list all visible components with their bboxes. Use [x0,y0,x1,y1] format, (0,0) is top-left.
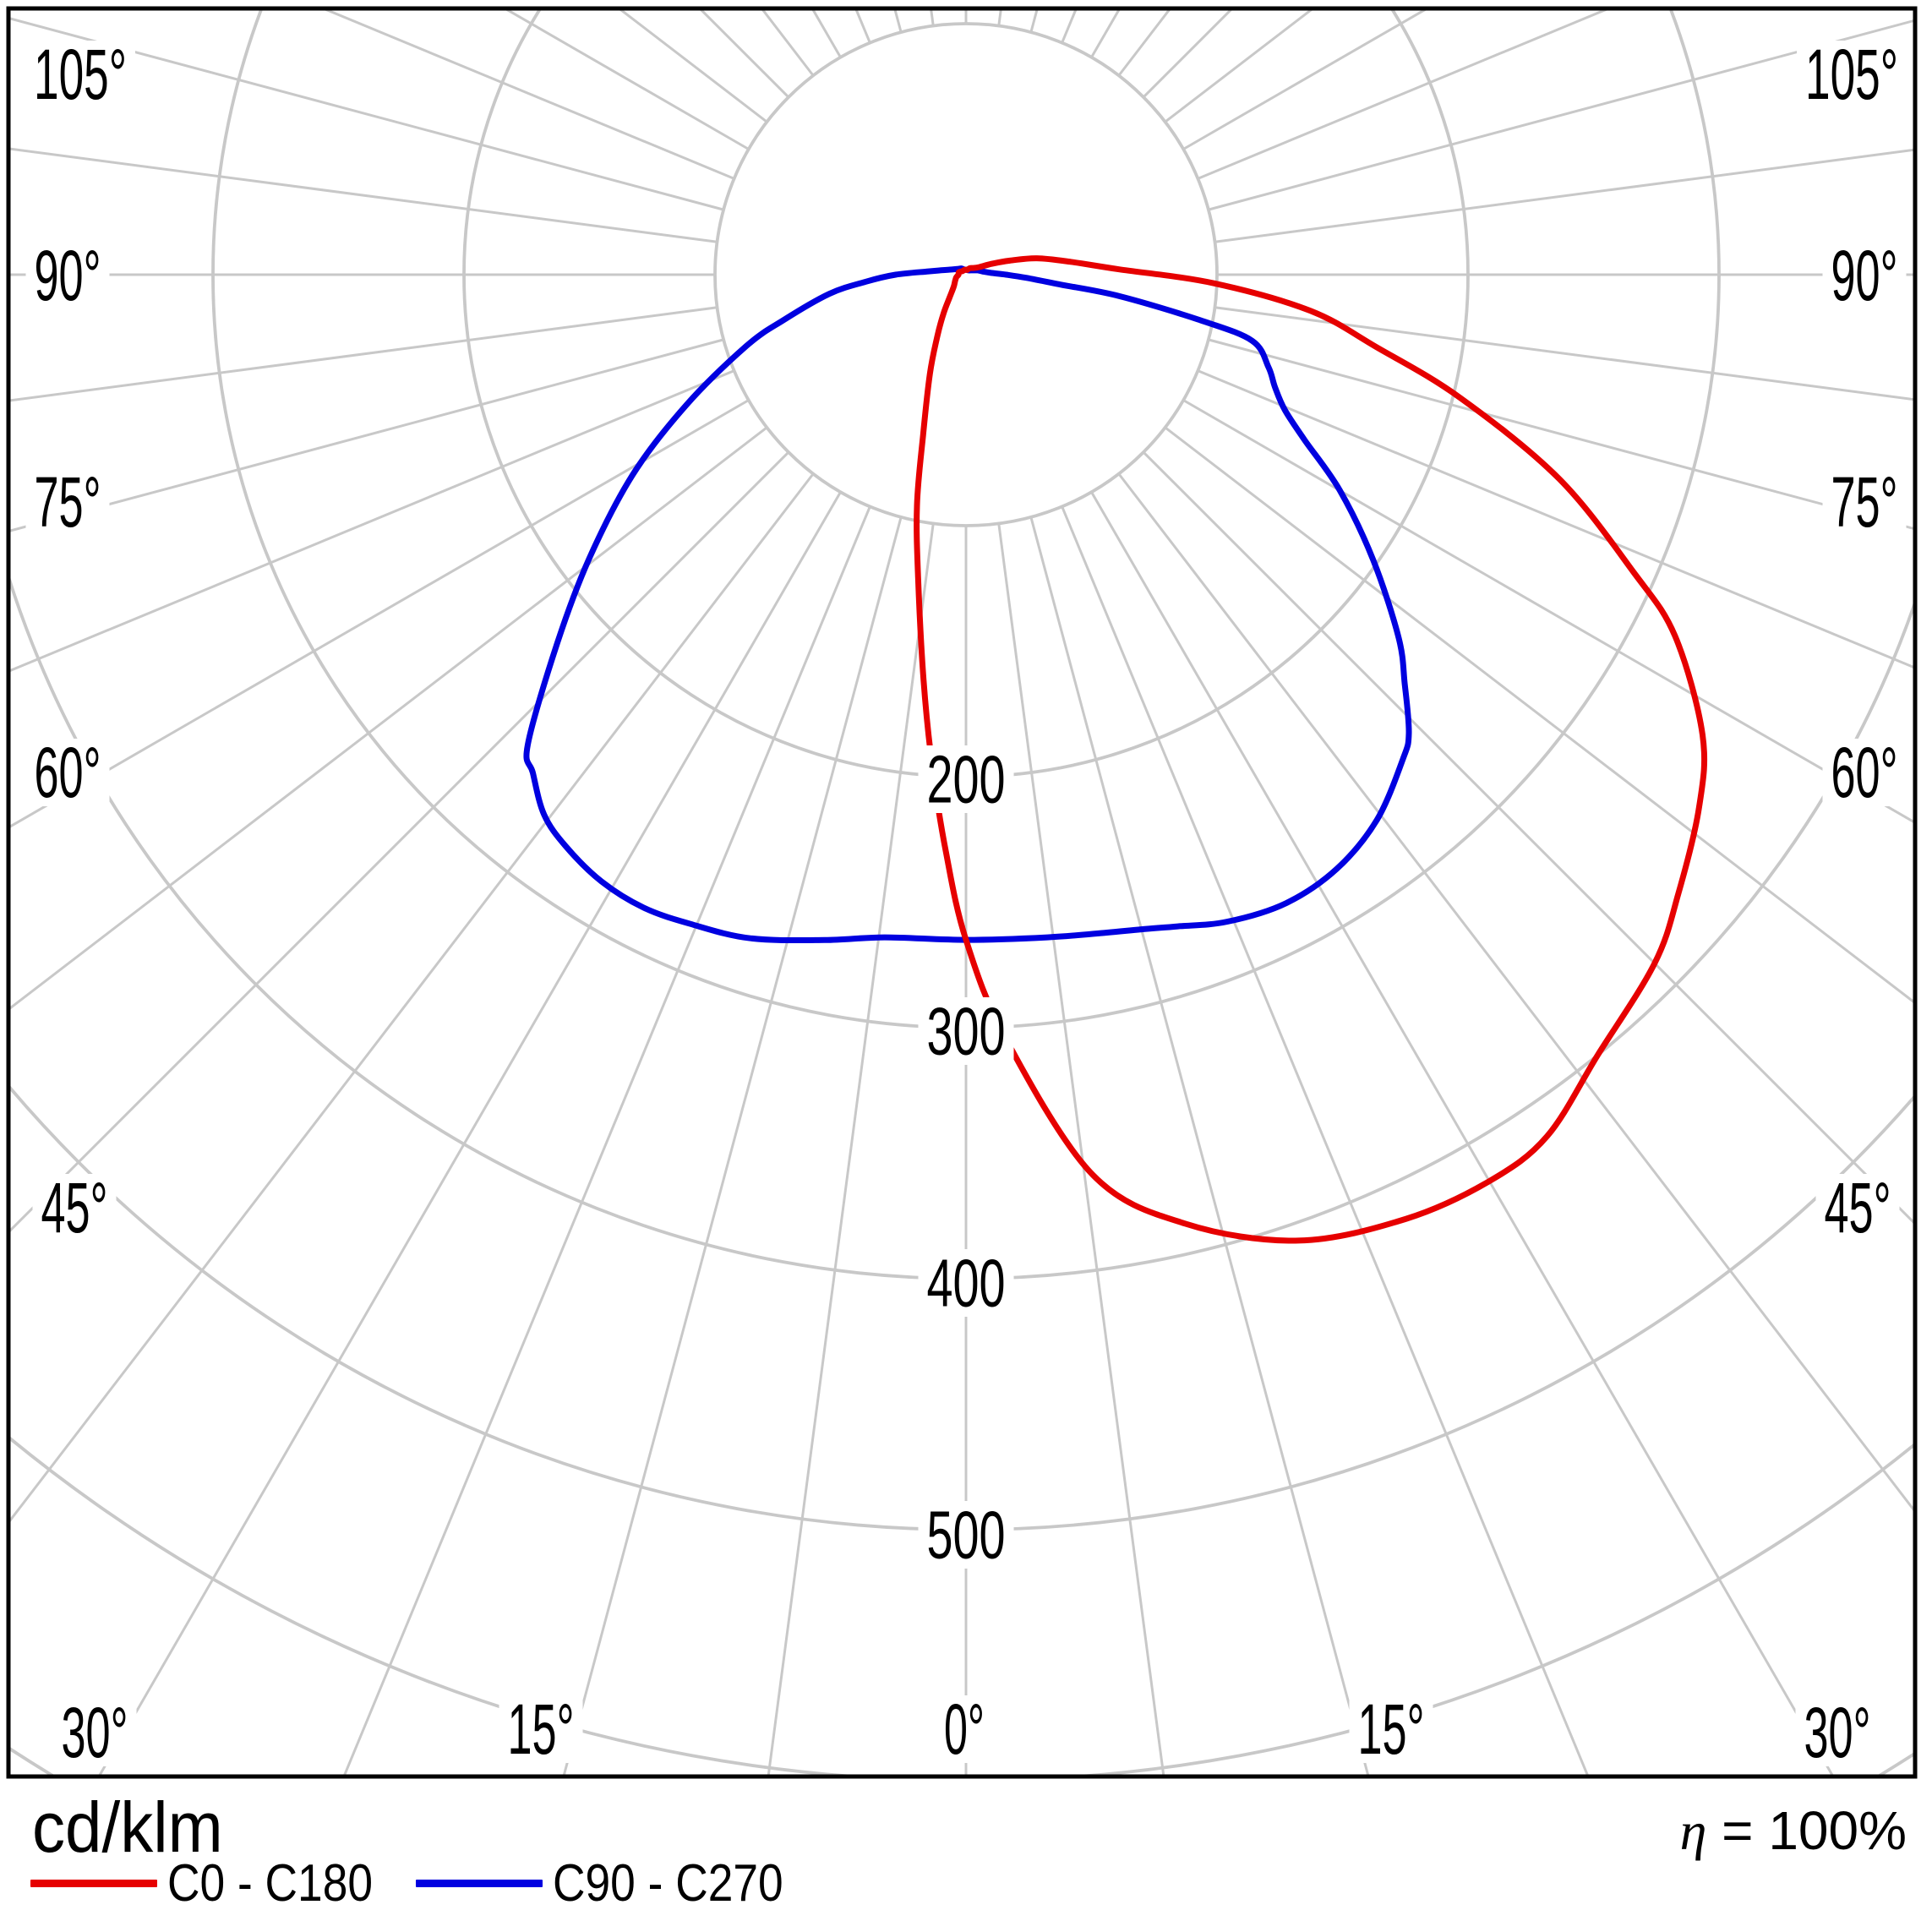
angle-label-bottom-4-bg [1795,1699,1880,1766]
angle-gridline-52.5 [1164,426,1913,1004]
axis-labels: 105° 90° 75° 60° 45° 105° 90° 75° 60° 45° 30° 15° 0°… [25,35,1907,1772]
angle-label-left-45-bg [32,1174,117,1242]
angle-gridline-255 [10,17,724,211]
legend-swatch-c0-c180 [30,1880,157,1887]
curves [523,255,1708,1244]
angle-gridline-165 [1029,10,1039,33]
angle-label-right-90: 90° [1831,236,1898,315]
plot-border [6,6,1918,1779]
angle-label-right-105-bg [1797,41,1907,108]
angle-label-left-60: 60° [35,733,101,812]
radial-label-300: 300 [927,994,1006,1069]
angle-gridline-330 [98,491,842,1775]
legend-label-c90-c270: C90 - C270 [553,1854,783,1913]
radial-label-200: 200 [927,742,1006,817]
angle-gridline-337.5 [343,505,871,1775]
angle-gridline-195 [893,10,903,33]
angle-label-right-60: 60° [1831,733,1898,812]
units-label: cd/klm [32,1787,223,1867]
angle-label-left-45: 45° [41,1168,108,1247]
efficiency-label: η = 100% [1680,1798,1907,1864]
angle-label-bottom-0: 30° [62,1693,128,1772]
angle-label-right-60-bg [1822,739,1907,806]
angle-gridline-322.5 [10,472,815,1523]
angle-gridline-97.5 [1214,148,1913,243]
angle-label-bottom-1: 15° [508,1689,575,1769]
angle-label-left-90-bg [25,242,110,309]
legend: C0 - C180 C90 - C270 [0,1851,1932,1927]
curve-c90-c270 [523,265,1412,944]
angle-gridline-247.5 [324,10,735,180]
angle-gridline-345 [562,516,903,1775]
radial-label-400: 400 [927,1246,1006,1321]
angle-gridline-37.5 [1117,472,1913,1512]
angle-gridline-277.5 [10,306,718,402]
angle-gridline-105 [1208,19,1913,211]
radial-label-200-bg [918,745,1014,813]
angle-gridline-75 [1208,338,1913,530]
eta-value: = 100% [1706,1800,1907,1861]
angle-gridline-315 [10,450,790,1233]
angle-label-right-75: 75° [1831,462,1898,542]
angle-label-left-75: 75° [35,462,101,542]
angle-gridline-7.5 [997,523,1165,1775]
angle-label-bottom-1-bg [499,1695,583,1763]
angle-label-right-45-bg [1815,1174,1900,1242]
angle-gridline-15 [1029,516,1370,1775]
angle-gridline-60 [1182,399,1913,823]
angle-label-left-90: 90° [35,236,101,315]
angle-label-left-105-bg [25,41,135,108]
angle-label-left-105: 105° [34,35,127,114]
angle-gridline-262.5 [10,147,718,243]
angle-label-left-75-bg [25,468,110,536]
angle-label-right-45: 45° [1825,1168,1891,1247]
angle-gridline-30 [1090,491,1834,1775]
angle-label-bottom-3-bg [1349,1695,1433,1763]
angle-label-right-75-bg [1822,468,1907,536]
angle-label-bottom-2-bg [936,1695,993,1763]
radial-label-300-bg [918,997,1014,1065]
radial-label-500: 500 [927,1498,1006,1573]
angle-gridline-67.5 [1197,369,1913,669]
angle-gridline-112.5 [1197,10,1608,180]
angle-gridline-82.5 [1214,306,1913,401]
legend-label-c0-c180: C0 - C180 [167,1854,374,1913]
angle-gridline-352.5 [767,523,935,1775]
angle-label-right-90-bg [1822,242,1907,309]
radial-label-400-bg [918,1249,1014,1317]
radial-label-500-bg [918,1501,1014,1569]
legend-swatch-c90-c270 [416,1880,543,1887]
angle-label-right-105: 105° [1805,35,1898,114]
angle-gridline-285 [10,338,724,532]
angle-label-left-60-bg [25,739,110,806]
angle-gridline-45 [1142,450,1913,1225]
angle-label-bottom-4: 30° [1804,1693,1871,1772]
angle-gridline-300 [10,399,750,828]
angle-label-bottom-2: 0° [944,1689,985,1769]
angle-label-bottom-0-bg [52,1699,137,1766]
curve-c0-c180 [914,255,1708,1244]
eta-symbol: η [1679,1801,1707,1861]
angle-label-bottom-3: 15° [1358,1689,1425,1769]
angle-gridline-292.5 [10,369,735,673]
angle-gridline-22.5 [1061,505,1589,1775]
angle-gridline-307.5 [10,426,768,1010]
